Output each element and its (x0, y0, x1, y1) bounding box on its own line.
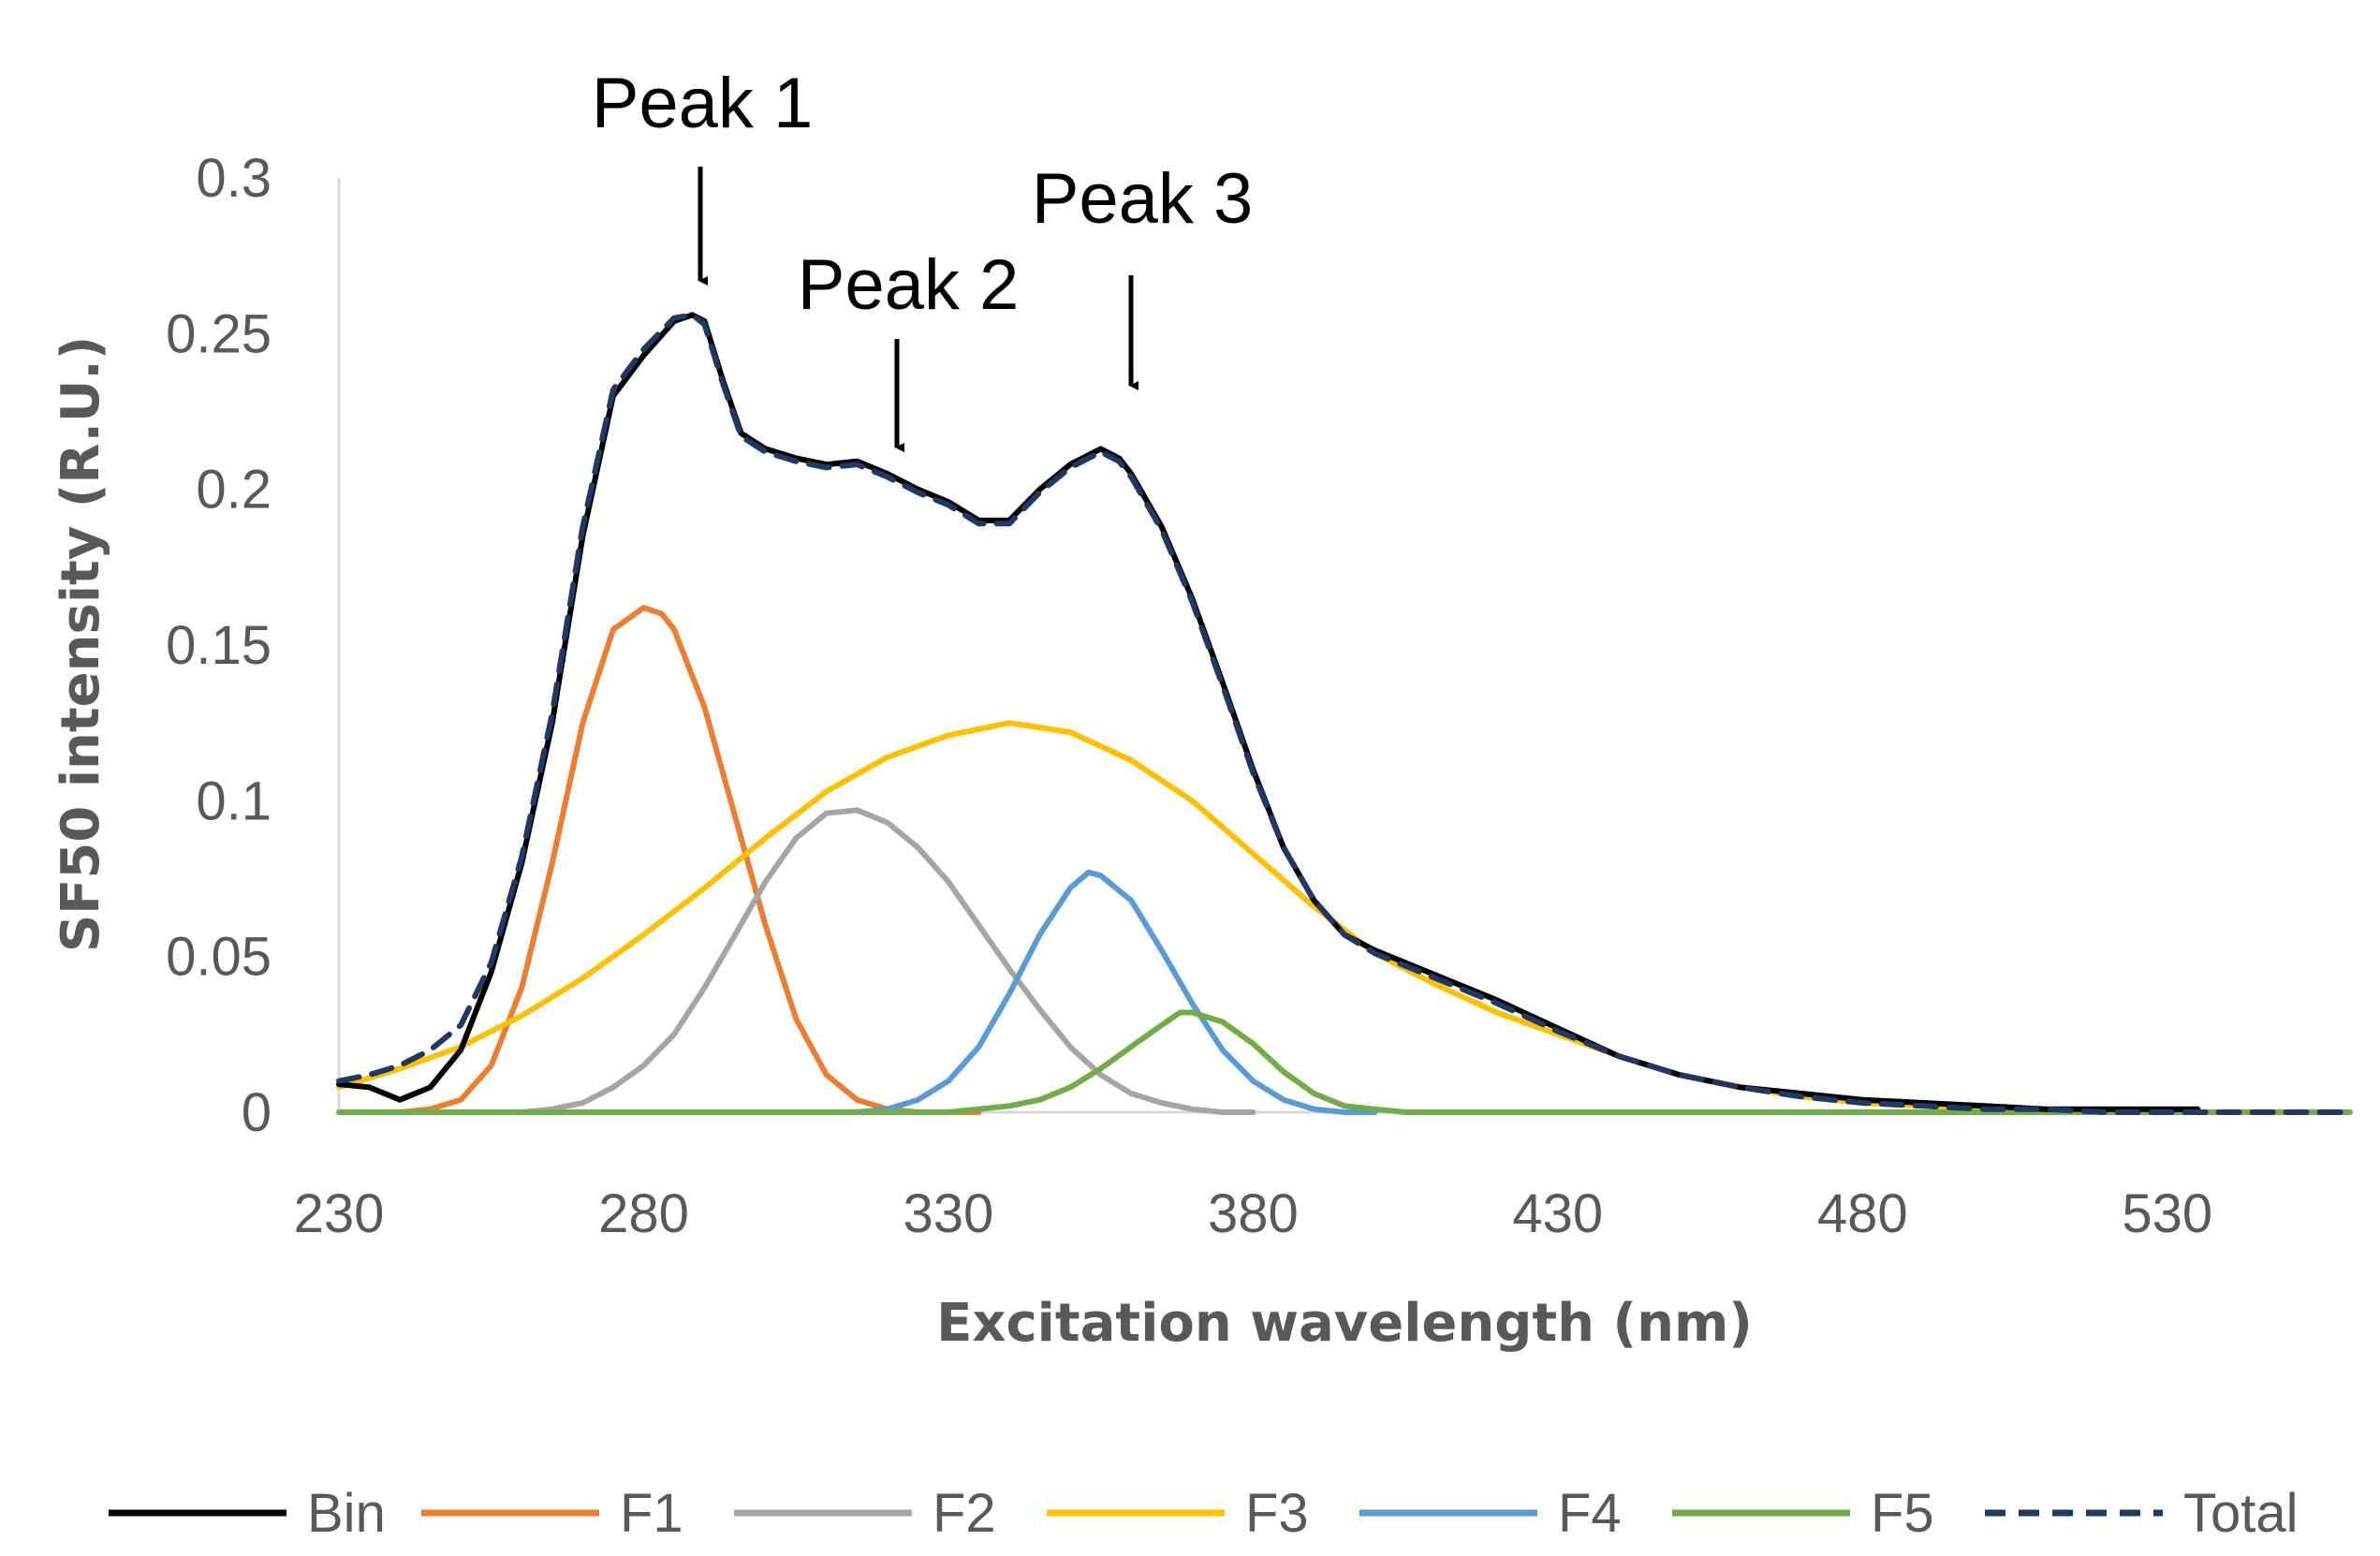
x-tick-labels: 230 280 330 380 430 480 530 (294, 1183, 2213, 1244)
series-line-f4 (854, 869, 1378, 1115)
legend-label-f2: F2 (933, 1483, 996, 1544)
legend-label-bin: Bin (307, 1483, 386, 1544)
peak-2-label: Peak 2 (798, 245, 1020, 325)
legend-item-f5: F5 (1672, 1483, 1934, 1544)
series-line-f1 (397, 605, 982, 1115)
legend-item-f2: F2 (734, 1483, 996, 1544)
x-tick-label: 380 (1208, 1183, 1299, 1244)
legend-label-total: Total (2183, 1483, 2299, 1544)
legend-item-f1: F1 (421, 1483, 683, 1544)
plot-area (336, 178, 2353, 1115)
peak-3-label: Peak 3 (1032, 159, 1254, 239)
legend-item-f3: F3 (1047, 1483, 1309, 1544)
y-tick-label: 0.3 (196, 148, 272, 209)
legend-item-total: Total (1985, 1483, 2299, 1544)
y-tick-label: 0 (242, 1082, 272, 1143)
y-axis-title: SF50 intensity (R.U.) (51, 336, 111, 952)
legend: Bin F1 F2 F3 F4 F5 Total (109, 1483, 2299, 1544)
y-tick-label: 0.2 (196, 460, 272, 521)
legend-label-f3: F3 (1245, 1483, 1309, 1544)
x-tick-label: 430 (1512, 1183, 1603, 1244)
series-line-f2 (519, 807, 1256, 1115)
peak-annotations: Peak 1 Peak 2 Peak 3 (592, 64, 1254, 452)
y-tick-labels: 0 0.05 0.1 0.15 0.2 0.25 0.3 (166, 148, 272, 1143)
y-tick-label: 0.25 (166, 303, 272, 364)
legend-item-bin: Bin (109, 1483, 386, 1544)
x-axis-title: Excitation wavelength (nm) (936, 1293, 1753, 1354)
x-tick-label: 530 (2122, 1183, 2212, 1244)
x-tick-label: 280 (598, 1183, 689, 1244)
x-tick-label: 330 (904, 1183, 994, 1244)
legend-item-f4: F4 (1359, 1483, 1622, 1544)
series-line-total (336, 312, 2353, 1115)
series-line-f5 (336, 1009, 2353, 1115)
y-tick-label: 0.05 (166, 927, 272, 988)
series-layer (336, 312, 2353, 1115)
x-tick-label: 480 (1817, 1183, 1908, 1244)
y-tick-label: 0.1 (196, 771, 272, 831)
series-line-f3 (336, 720, 2201, 1115)
legend-label-f4: F4 (1558, 1483, 1622, 1544)
y-tick-label: 0.15 (166, 615, 272, 676)
peak-1-label: Peak 1 (592, 64, 814, 143)
legend-label-f1: F1 (620, 1483, 683, 1544)
series-line-bin (336, 312, 2201, 1112)
legend-label-f5: F5 (1871, 1483, 1934, 1544)
x-tick-label: 230 (294, 1183, 385, 1244)
